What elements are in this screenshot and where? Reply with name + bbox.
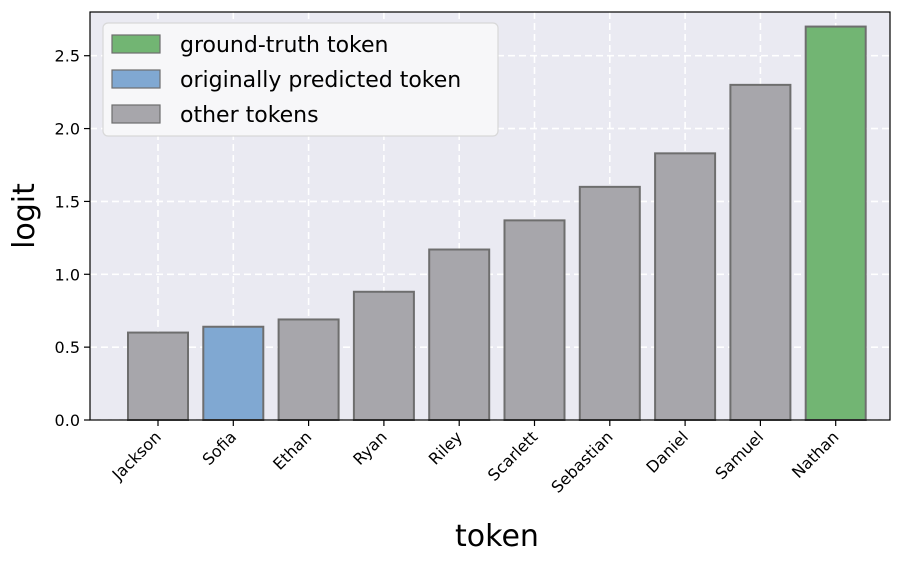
- x-axis: Jackson Sofia Ethan Ryan Riley Scarlett Sebast…: [108, 420, 843, 497]
- bar-riley: [428, 248, 491, 421]
- bar-scarlett: [503, 219, 566, 421]
- x-tick-label: Scarlett: [484, 427, 541, 484]
- bar-samuel: [729, 83, 792, 421]
- bar-ethan: [277, 318, 340, 422]
- y-tick-label: 0.5: [55, 338, 80, 357]
- y-tick-label: 0.0: [55, 411, 80, 430]
- y-axis-title: logit: [7, 183, 42, 249]
- legend-box: [102, 22, 499, 137]
- bar-ryan: [352, 290, 415, 421]
- bar-sebastian: [578, 185, 641, 421]
- x-tick-label: Jackson: [108, 427, 165, 484]
- x-tick-label: Ethan: [269, 427, 315, 473]
- legend-label: ground-truth token: [180, 33, 388, 58]
- bar-sofia: [202, 325, 265, 421]
- bar-jackson: [127, 331, 189, 422]
- plot-frame: [89, 11, 891, 421]
- bar-daniel: [654, 152, 717, 421]
- legend-swatch: [111, 34, 161, 54]
- legend-swatch: [111, 69, 161, 89]
- x-tick-label: Samuel: [711, 427, 767, 483]
- legend-swatch: [111, 104, 161, 124]
- x-axis-title: token: [455, 519, 539, 554]
- x-tick-label: Sofia: [199, 427, 241, 469]
- y-axis: 0.0 0.5 1.0 1.5 2.0 2.5: [55, 47, 90, 430]
- x-tick-label: Ryan: [349, 427, 390, 468]
- legend: ground-truth token originally predicted t…: [102, 22, 499, 137]
- x-tick-label: Sebastian: [547, 427, 616, 496]
- y-tick-label: 1.5: [55, 192, 80, 211]
- legend-label: originally predicted token: [180, 68, 461, 93]
- x-tick-label: Daniel: [642, 427, 691, 476]
- bars: [127, 25, 867, 422]
- x-tick-label: Riley: [425, 427, 466, 468]
- bar-nathan: [804, 25, 867, 421]
- y-tick-label: 2.5: [55, 47, 80, 66]
- x-tick-label: Nathan: [788, 427, 843, 482]
- y-tick-label: 1.0: [55, 265, 80, 284]
- y-tick-label: 2.0: [55, 120, 80, 139]
- legend-label: other tokens: [180, 103, 319, 128]
